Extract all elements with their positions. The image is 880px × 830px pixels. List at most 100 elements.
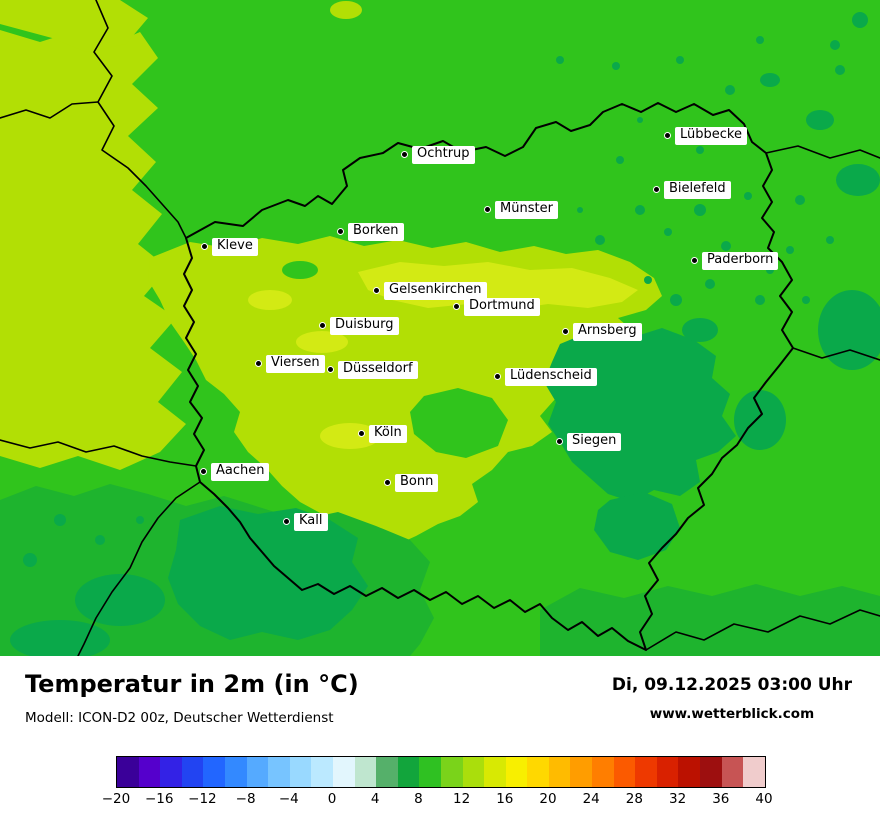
city-marker: Borken [337,223,404,241]
colorbar-tick-label: 8 [414,791,423,807]
colorbar-segment [505,757,528,787]
colorbar-segment [462,757,485,787]
colorbar-segment [311,757,333,787]
city-marker: Siegen [556,433,622,451]
map-svg [0,0,880,656]
city-marker: Gelsenkirchen [373,282,487,300]
city-label: Duisburg [330,317,399,335]
city-label: Viersen [266,355,325,373]
city-marker: Köln [358,425,407,443]
colorbar-tick-label: 0 [327,791,337,807]
city-marker: Bonn [384,474,439,492]
city-label: Ochtrup [412,146,475,164]
colorbar-tick-label: 4 [370,791,380,807]
colorbar-segment [484,757,506,787]
city-label: Lüdenscheid [505,368,597,386]
city-label: Arnsberg [573,323,642,341]
city-label: Siegen [567,433,622,451]
colorbar-segment [160,757,182,787]
map-temperature-regions [0,0,880,656]
city-dot-icon [200,468,207,476]
colorbar-segment [268,757,290,787]
colorbar-segment [721,757,744,787]
city-label: Düsseldorf [338,361,418,379]
city-dot-icon [653,186,660,194]
city-marker: Dortmund [453,298,540,316]
colorbar-segment [224,757,247,787]
city-dot-icon [562,328,569,336]
city-marker: Kleve [201,238,258,256]
city-marker: Paderborn [691,252,779,270]
colorbar-segment [181,757,204,787]
city-label: Münster [495,201,558,219]
valid-datetime: Di, 09.12.2025 03:00 Uhr [611,675,852,695]
city-marker: Arnsberg [562,323,642,341]
colorbar-segment [548,757,571,787]
city-dot-icon [494,373,501,381]
colorbar-segment [635,757,657,787]
colorbar-segment [700,757,722,787]
colorbar-segment [656,757,679,787]
colorbar-segment [678,757,701,787]
footer: Temperatur in 2m (in °C) Modell: ICON-D2… [0,656,880,830]
city-dot-icon [373,287,380,295]
colorbar-segment [354,757,377,787]
city-marker: Aachen [200,463,270,481]
colorbar-segment [397,757,420,787]
city-label: Paderborn [702,252,779,270]
colorbar-segment [332,757,355,787]
colorbar-segment [289,757,312,787]
colorbar-tick-label: 36 [712,791,730,807]
city-dot-icon [556,438,563,446]
colorbar-tick-label: 28 [625,791,643,807]
map-title: Temperatur in 2m (in °C) [25,670,359,698]
city-dot-icon [453,303,460,311]
colorbar-segment [743,757,765,787]
colorbar-segment [613,757,636,787]
city-marker: Lübbecke [664,127,747,145]
city-label: Lübbecke [675,127,747,145]
city-dot-icon [337,228,344,236]
city-marker: Bielefeld [653,181,731,199]
map-dither-speckles [23,12,868,567]
city-label: Kleve [212,238,258,256]
colorbar-tick-label: −8 [235,791,256,807]
city-dot-icon [319,322,326,330]
colorbar-tick-label: 40 [755,791,773,807]
colorbar-segment [570,757,593,787]
city-label: Dortmund [464,298,540,316]
city-label: Bielefeld [664,181,731,199]
city-label: Kall [294,513,328,531]
model-info: Modell: ICON-D2 00z, Deutscher Wetterdie… [25,710,334,726]
colorbar-segment [419,757,441,787]
city-dot-icon [201,243,208,251]
colorbar-segment [203,757,225,787]
colorbar-tick-label: −20 [101,791,131,807]
city-marker: Lüdenscheid [494,368,597,386]
city-dot-icon [255,360,262,368]
city-dot-icon [691,257,698,265]
colorbar-tick-labels: −20 −16 −12 −8 −4 0 4 8 12 16 20 24 28 32 36 40 [102,791,773,809]
colorbar-tick-label: −12 [188,791,217,807]
city-marker: Duisburg [319,317,399,335]
city-marker: Düsseldorf [327,361,418,379]
colorbar-segment [527,757,549,787]
temperature-colorbar [116,756,766,788]
colorbar-tick-label: −16 [144,791,174,807]
city-label: Borken [348,223,404,241]
city-label: Köln [369,425,407,443]
city-dot-icon [327,366,334,374]
colorbar-segment [376,757,398,787]
city-marker: Ochtrup [401,146,475,164]
colorbar-tick-label: 20 [539,791,557,807]
city-marker: Münster [484,201,558,219]
website-text: www.wetterblick.com [649,706,815,722]
city-dot-icon [283,518,290,526]
colorbar-tick-label: 32 [669,791,687,807]
city-label: Gelsenkirchen [384,282,487,300]
city-label: Aachen [211,463,270,481]
city-marker: Kall [283,513,328,531]
colorbar-segment [440,757,463,787]
colorbar-tick-label: −4 [278,791,299,807]
city-label: Bonn [395,474,439,492]
